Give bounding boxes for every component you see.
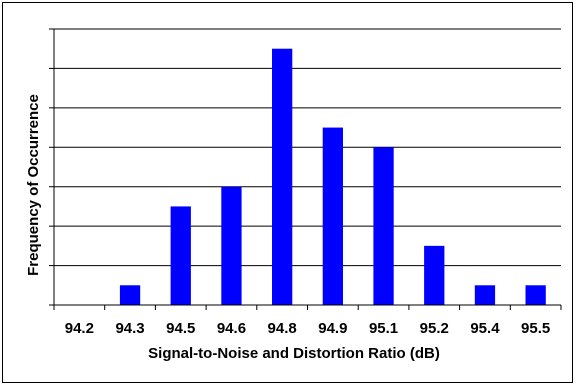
x-tick-label: 94.5 [166, 320, 195, 337]
axes [49, 28, 562, 310]
x-tick-label: 95.5 [521, 320, 550, 337]
bar [272, 48, 293, 305]
bar [424, 245, 445, 305]
x-tick-labels: 94.2 94.3 94.5 94.6 94.8 94.9 95.1 95.2 95.4 95.5 [65, 320, 551, 337]
x-tick-label: 95.2 [420, 320, 449, 337]
bar [221, 186, 242, 305]
chart-frame [2, 2, 573, 383]
x-axis-label: Signal-to-Noise and Distortion Ratio (dB… [148, 345, 440, 362]
x-tick-label: 95.4 [470, 320, 500, 337]
bar [322, 127, 343, 305]
bar [474, 285, 496, 305]
x-tick-label: 94.8 [268, 320, 297, 337]
y-axis-label: Frequency of Occurrence [25, 94, 42, 276]
gridlines [54, 28, 561, 267]
bar [525, 285, 546, 305]
bars [119, 48, 546, 305]
x-tick-label: 95.1 [369, 320, 398, 337]
bar [119, 285, 141, 305]
x-tick-label: 94.6 [217, 320, 246, 337]
x-tick-label: 94.3 [115, 320, 144, 337]
bar [170, 206, 191, 305]
bar [373, 147, 394, 305]
x-tick-label: 94.9 [318, 320, 347, 337]
x-tick-label: 94.2 [65, 320, 94, 337]
